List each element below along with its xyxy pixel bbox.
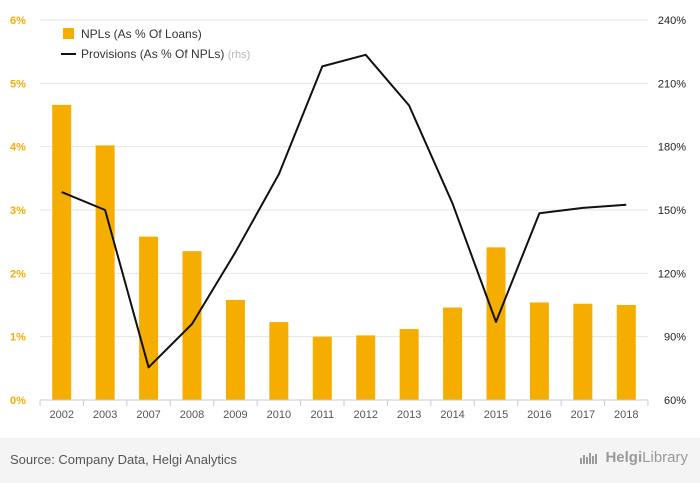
bar — [225, 299, 245, 400]
y-right-tick-label: 210% — [658, 78, 686, 90]
y-axis-right: 60% 90% 120% 150% 180% 210% 240% — [658, 15, 686, 407]
x-tick-label: 2003 — [93, 409, 117, 421]
bar — [52, 104, 72, 400]
bar — [356, 335, 376, 400]
gridlines — [40, 19, 648, 338]
x-tick-label: 2008 — [180, 409, 204, 421]
legend-label-provisions: Provisions (As % Of NPLs) (rhs) — [81, 47, 250, 61]
bar — [312, 336, 332, 400]
x-tick-label: 2011 — [310, 409, 334, 421]
x-tick-label: 2002 — [49, 409, 73, 421]
line-series — [61, 53, 627, 369]
x-tick-label: 2012 — [353, 409, 377, 421]
bar — [443, 307, 463, 400]
x-tick-label: 2007 — [136, 409, 160, 421]
legend-swatch-npls — [63, 28, 74, 39]
y-right-tick-label: 240% — [658, 15, 686, 27]
y-left-tick-label: 2% — [10, 268, 26, 280]
y-left-tick-label: 6% — [10, 15, 26, 27]
provisions-line — [61, 53, 627, 369]
bar — [269, 322, 289, 400]
legend: NPLs (As % Of Loans) Provisions (As % Of … — [61, 27, 250, 61]
legend-label-npls: NPLs (As % Of Loans) — [81, 27, 202, 41]
y-axis-left: 0% 1% 2% 3% 4% 5% 6% — [10, 15, 26, 407]
bar — [616, 305, 636, 400]
bar-series — [52, 104, 636, 400]
x-tick-label: 2015 — [484, 409, 508, 421]
chart: 0% 1% 2% 3% 4% 5% 6% 60% 90% 120% 150% 180% 210% 240… — [10, 15, 686, 421]
x-tick-label: 2010 — [267, 409, 291, 421]
y-right-tick-label: 180% — [658, 142, 686, 154]
bar — [399, 329, 419, 400]
legend-rhs-suffix: (rhs) — [228, 49, 251, 61]
x-tick-label: 2017 — [571, 409, 595, 421]
brand-logo[interactable]: HelgiLibrary — [579, 449, 688, 466]
x-tick-label: 2014 — [440, 409, 464, 421]
x-tick-label: 2016 — [527, 409, 551, 421]
source-note: Source: Company Data, Helgi Analytics — [10, 452, 237, 467]
x-tick-label: 2013 — [397, 409, 421, 421]
bar — [529, 302, 549, 400]
bar — [95, 145, 115, 400]
x-axis: 2002 2003 2007 2008 2009 2010 2011 2012 2013 2014… — [39, 399, 649, 421]
x-tick-label: 2018 — [614, 409, 638, 421]
y-right-tick-label: 90% — [664, 332, 686, 344]
y-right-tick-label: 120% — [658, 268, 686, 280]
bar — [182, 251, 202, 400]
y-left-tick-label: 1% — [10, 332, 26, 344]
y-left-tick-label: 0% — [10, 395, 26, 407]
bar — [573, 303, 593, 400]
bar — [486, 247, 506, 400]
brand-name-prefix: Helgi — [605, 449, 643, 466]
y-left-tick-label: 5% — [10, 78, 26, 90]
y-left-tick-label: 4% — [10, 142, 26, 154]
helgi-library-logo-icon — [580, 452, 598, 464]
bar — [139, 236, 159, 400]
y-right-tick-label: 150% — [658, 205, 686, 217]
x-tick-label: 2009 — [223, 409, 247, 421]
y-left-tick-label: 3% — [10, 205, 26, 217]
footer: Source: Company Data, Helgi Analytics He… — [0, 438, 700, 483]
brand-name-suffix: Library — [642, 449, 688, 466]
y-right-tick-label: 60% — [664, 395, 686, 407]
